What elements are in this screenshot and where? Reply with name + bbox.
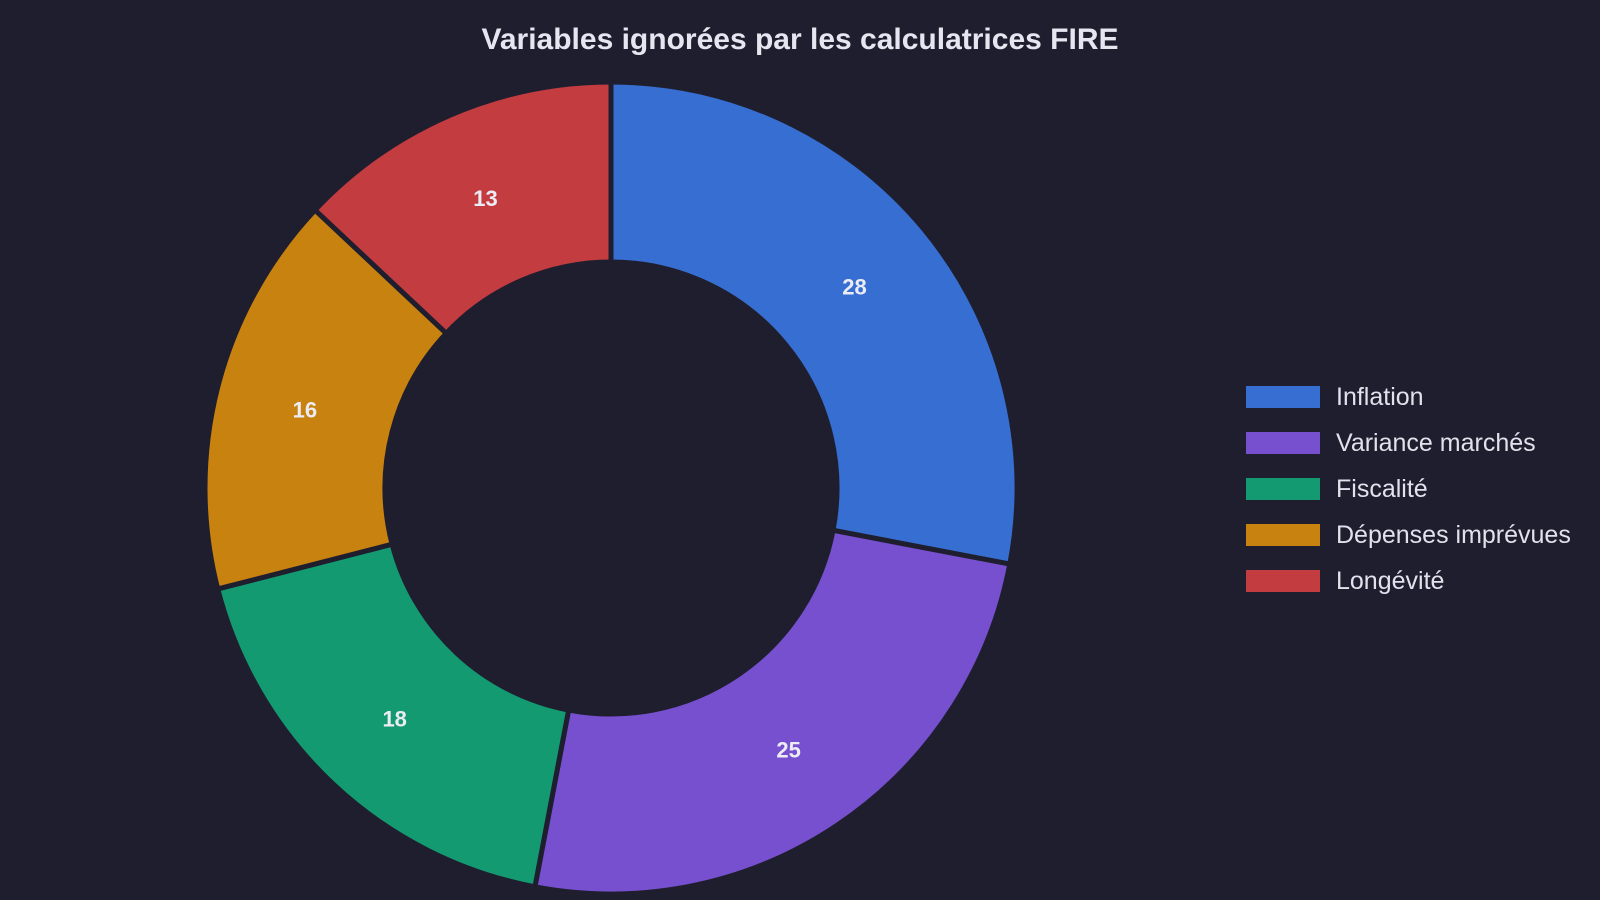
donut-data-labels: 28 25 18 16 13 — [293, 186, 867, 762]
donut-slices — [202, 79, 1020, 897]
data-label-fiscalite: 18 — [382, 706, 406, 731]
data-label-depenses-imprevues: 16 — [293, 397, 317, 422]
legend: Inflation Variance marchés Fiscalité Dépens… — [1246, 383, 1571, 595]
legend-swatch — [1246, 524, 1320, 546]
slice-fiscalite — [214, 541, 572, 890]
legend-item-depenses-imprevues: Dépenses imprévues — [1246, 521, 1571, 549]
legend-item-inflation: Inflation — [1246, 383, 1424, 411]
data-label-inflation: 28 — [842, 275, 866, 300]
legend-swatch — [1246, 386, 1320, 408]
data-label-variance-marches: 25 — [776, 737, 800, 762]
data-label-longevite: 13 — [473, 186, 497, 211]
slice-depenses-imprevues — [202, 206, 450, 593]
chart-title: Variables ignorées par les calculatrices… — [482, 23, 1119, 56]
slice-variance-marches — [531, 527, 1013, 897]
legend-item-longevite: Longévité — [1246, 567, 1444, 595]
legend-label: Variance marchés — [1336, 429, 1536, 457]
legend-label: Inflation — [1336, 383, 1424, 411]
legend-swatch — [1246, 478, 1320, 500]
legend-label: Longévité — [1336, 567, 1444, 595]
legend-item-fiscalite: Fiscalité — [1246, 475, 1428, 503]
legend-swatch — [1246, 432, 1320, 454]
legend-swatch — [1246, 570, 1320, 592]
slice-longevite — [311, 79, 614, 337]
slice-inflation — [608, 79, 1020, 568]
legend-label: Dépenses imprévues — [1336, 521, 1571, 549]
legend-label: Fiscalité — [1336, 475, 1428, 503]
legend-item-variance-marches: Variance marchés — [1246, 429, 1536, 457]
